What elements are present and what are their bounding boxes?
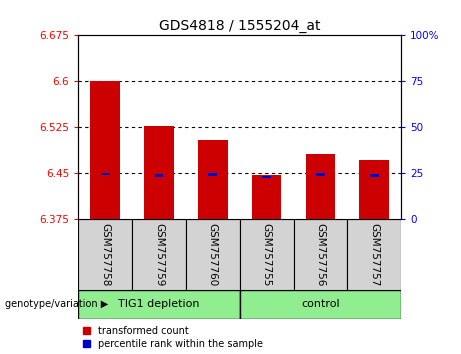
Bar [90,81,120,219]
Bar [78,290,240,319]
Text: TIG1 depletion: TIG1 depletion [118,299,200,309]
Bar [208,173,217,176]
Bar [186,219,240,290]
Bar [316,173,325,176]
Text: control: control [301,299,340,309]
Text: GSM757755: GSM757755 [261,223,272,286]
Bar [78,219,132,290]
Bar [262,176,271,178]
Bar [101,173,110,175]
Title: GDS4818 / 1555204_at: GDS4818 / 1555204_at [159,19,320,33]
Bar [306,154,335,219]
Text: GSM757756: GSM757756 [315,223,325,286]
Legend: transformed count, percentile rank within the sample: transformed count, percentile rank withi… [83,326,263,349]
Text: GSM757759: GSM757759 [154,223,164,286]
Bar [294,219,347,290]
Bar [198,140,228,219]
Text: GSM757758: GSM757758 [100,223,110,286]
Bar [347,219,401,290]
Bar [154,174,164,177]
Bar [240,290,401,319]
Bar [252,175,281,219]
Bar [360,160,389,219]
Text: genotype/variation ▶: genotype/variation ▶ [5,299,108,309]
Bar [132,219,186,290]
Text: GSM757760: GSM757760 [208,223,218,286]
Bar [370,174,378,177]
Bar [144,126,174,219]
Text: GSM757757: GSM757757 [369,223,379,286]
Bar [240,219,294,290]
